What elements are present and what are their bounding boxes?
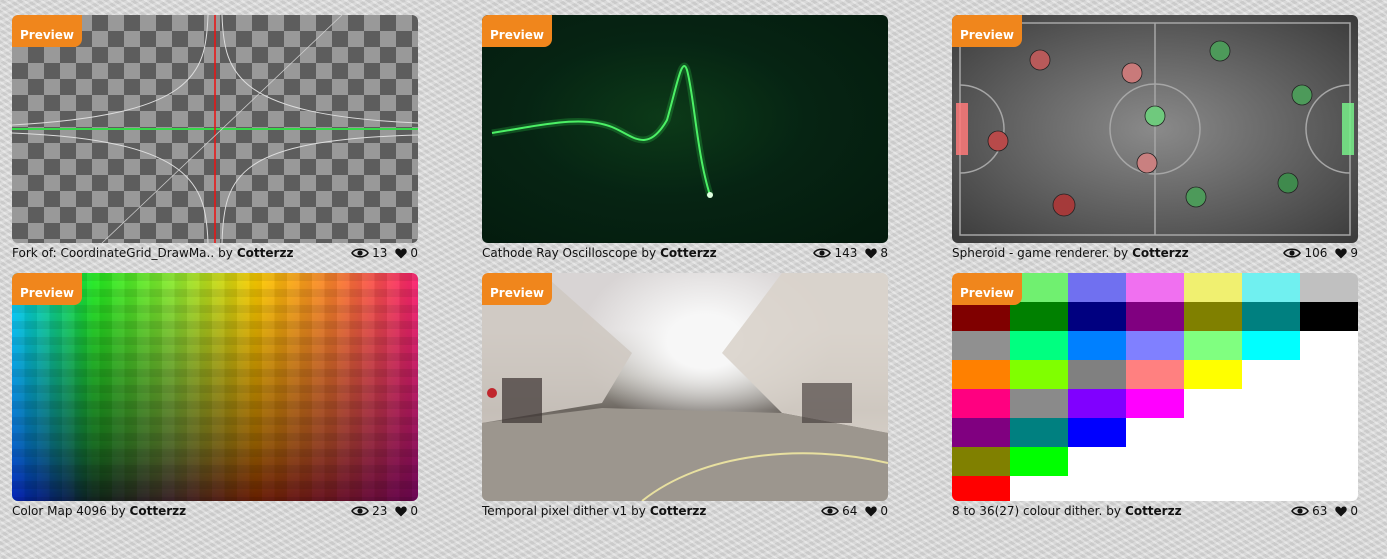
preview-badge[interactable]: Preview: [12, 273, 83, 305]
shader-thumbnail[interactable]: Preview: [12, 15, 418, 243]
card-stats: 63 0: [1291, 504, 1358, 518]
like-count: 0: [410, 504, 418, 518]
card-stats: 106 9: [1283, 246, 1358, 260]
oscilloscope-graphic: [491, 62, 714, 198]
like-count: 0: [410, 246, 418, 260]
like-count: 0: [880, 504, 888, 518]
preview-badge[interactable]: Preview: [482, 15, 553, 47]
shader-card: Preview: [952, 273, 1358, 523]
heart-icon: [1335, 248, 1348, 258]
preview-badge[interactable]: Preview: [12, 15, 83, 47]
shader-card: Preview Spheroid - game ren: [952, 15, 1358, 265]
preview-badge[interactable]: Preview: [482, 273, 553, 305]
street-photo-graphic: [482, 273, 888, 501]
shader-card: Preview Temporal pixel dither v1 by Cotter…: [482, 273, 888, 523]
heart-icon: [1335, 506, 1348, 516]
shader-title[interactable]: 8 to 36(27) colour dither.: [952, 504, 1103, 518]
author-link[interactable]: Cotterzz: [129, 504, 187, 518]
view-count: 23: [372, 504, 388, 518]
shader-title[interactable]: Cathode Ray Oscilloscope: [482, 246, 638, 260]
shader-title[interactable]: Temporal pixel dither v1: [482, 504, 628, 518]
card-stats: 64 0: [821, 504, 888, 518]
eye-icon: [351, 506, 370, 516]
by-label: by: [218, 246, 233, 260]
card-caption: Temporal pixel dither v1 by Cotterzz 64 0: [482, 504, 888, 520]
shader-thumbnail[interactable]: Preview: [952, 273, 1358, 501]
preview-badge[interactable]: Preview: [952, 273, 1023, 305]
author-link[interactable]: Cotterzz: [1125, 504, 1182, 518]
card-stats: 13 0: [351, 246, 418, 260]
heart-icon: [865, 248, 878, 258]
author-link[interactable]: Cotterzz: [236, 246, 294, 260]
eye-icon: [813, 248, 832, 258]
view-count: 64: [842, 504, 858, 518]
view-count: 63: [1312, 504, 1328, 518]
card-caption: 8 to 36(27) colour dither. by Cotterzz 63 …: [952, 504, 1358, 520]
by-label: by: [1113, 246, 1129, 260]
card-stats: 143 8: [813, 246, 888, 260]
shader-title[interactable]: Color Map 4096: [12, 504, 107, 518]
eye-icon: [351, 248, 370, 258]
shader-card: Preview Cathode Ray Oscilloscope by Cotter…: [482, 15, 888, 265]
shader-thumbnail[interactable]: Preview: [12, 273, 418, 501]
like-count: 0: [1350, 504, 1358, 518]
by-label: by: [631, 504, 646, 518]
shader-thumbnail[interactable]: Preview: [482, 15, 888, 243]
shader-card: Preview Fork of: CoordinateGrid_DrawMa..…: [12, 15, 418, 265]
heart-icon: [395, 506, 408, 516]
preview-badge[interactable]: Preview: [952, 15, 1023, 47]
shader-card: Preview Color Map 4096 by Cotterzz 23 0: [12, 273, 418, 523]
eye-icon: [1283, 248, 1302, 258]
like-count: 9: [1350, 246, 1358, 260]
view-count: 106: [1304, 246, 1328, 260]
by-label: by: [110, 504, 126, 518]
shader-title[interactable]: Spheroid - game renderer.: [952, 246, 1110, 260]
coordinate-grid-graphic: [12, 15, 418, 243]
heart-icon: [865, 506, 878, 516]
card-stats: 23 0: [351, 504, 418, 518]
shader-thumbnail[interactable]: Preview: [952, 15, 1358, 243]
card-caption: Cathode Ray Oscilloscope by Cotterzz 143 8: [482, 246, 888, 262]
shader-thumbnail[interactable]: Preview: [482, 273, 888, 501]
card-caption: Color Map 4096 by Cotterzz 23 0: [12, 504, 418, 520]
heart-icon: [395, 248, 408, 258]
author-link[interactable]: Cotterzz: [1132, 246, 1189, 260]
author-link[interactable]: Cotterzz: [660, 246, 717, 260]
eye-icon: [1291, 506, 1310, 516]
like-count: 8: [880, 246, 888, 260]
view-count: 143: [834, 246, 858, 260]
football-pitch-graphic: [956, 22, 1354, 236]
by-label: by: [1106, 504, 1122, 518]
card-caption: Spheroid - game renderer. by Cotterzz 106 …: [952, 246, 1358, 262]
by-label: by: [641, 246, 657, 260]
card-caption: Fork of: CoordinateGrid_DrawMa.. by Cotter…: [12, 246, 418, 262]
eye-icon: [821, 506, 840, 516]
shader-title[interactable]: Fork of: CoordinateGrid_DrawMa..: [12, 246, 215, 260]
view-count: 13: [372, 246, 388, 260]
author-link[interactable]: Cotterzz: [649, 504, 707, 518]
